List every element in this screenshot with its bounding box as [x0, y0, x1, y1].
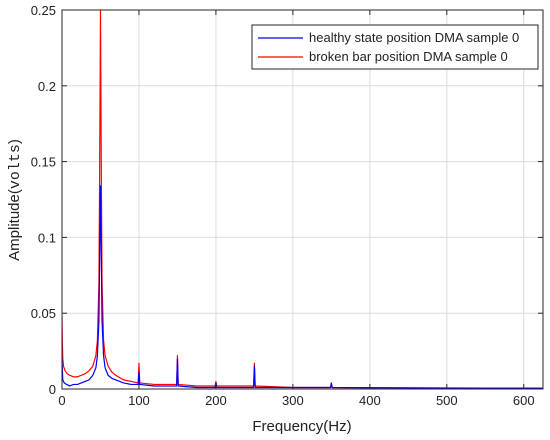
- y-axis-title-unit: volts: [7, 144, 24, 189]
- x-tick-label: 200: [205, 393, 227, 408]
- y-tick-label: 0.15: [31, 155, 56, 170]
- legend-box: [251, 24, 539, 70]
- y-axis-title-suffix: ): [6, 139, 23, 144]
- y-tick-label: 0.1: [38, 230, 56, 245]
- y-axis-title: Amplitude(volts): [6, 139, 24, 261]
- x-axis-title: Frequency(Hz): [252, 418, 351, 435]
- axis-tick-labels: 0 100 200 300 400 500 600 0 0.05 0.1 0.15 0.2 0.25: [31, 3, 535, 408]
- y-tick-label: 0.25: [31, 3, 56, 18]
- x-tick-label: 300: [282, 393, 304, 408]
- x-tick-label: 600: [513, 393, 535, 408]
- legend-label-broken: broken bar position DMA sample 0: [309, 49, 508, 64]
- y-tick-label: 0.2: [38, 79, 56, 94]
- y-tick-label: 0: [49, 382, 56, 397]
- x-tick-label: 100: [128, 393, 150, 408]
- legend-label-healthy: healthy state position DMA sample 0: [309, 30, 519, 45]
- x-tick-label: 500: [436, 393, 458, 408]
- y-axis-title-prefix: Amplitude(: [6, 189, 23, 261]
- plot-area-background: [62, 10, 543, 389]
- x-tick-label: 400: [359, 393, 381, 408]
- x-tick-label: 0: [58, 393, 65, 408]
- series-line-healthy: [62, 185, 543, 389]
- legend: healthy state position DMA sample 0 brok…: [251, 24, 539, 70]
- y-tick-label: 0.05: [31, 306, 56, 321]
- axis-ticks: [61, 9, 543, 390]
- series-layer: [62, 10, 543, 389]
- grid-lines: [62, 10, 543, 389]
- plot-frame: [61, 9, 544, 390]
